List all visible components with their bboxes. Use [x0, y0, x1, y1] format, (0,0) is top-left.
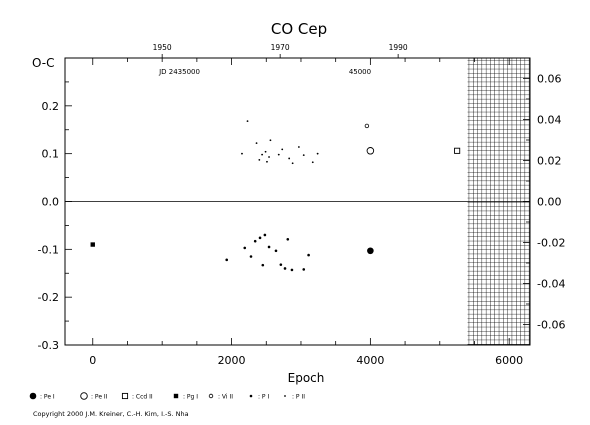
- y-tick-label: -0.1: [38, 243, 59, 256]
- data-point: [307, 253, 310, 257]
- data-point: [241, 152, 243, 155]
- data-point: [243, 246, 247, 250]
- data-point: [258, 236, 262, 240]
- data-point: [283, 267, 287, 270]
- data-point: [264, 150, 267, 153]
- y-right-tick-label: -0.02: [537, 237, 565, 250]
- data-point: [274, 249, 278, 253]
- y-tick-label: 0.0: [42, 196, 60, 209]
- y-tick-label: -0.2: [38, 291, 59, 304]
- data-point: [90, 242, 95, 247]
- legend-marker: [249, 394, 253, 398]
- legend-entry: : Pg I: [183, 394, 198, 401]
- data-point: [286, 237, 290, 241]
- legend-entry: : Pe I: [40, 394, 55, 401]
- data-points: [90, 120, 461, 272]
- y-axis-label: O-C: [32, 56, 55, 70]
- data-point: [316, 152, 319, 155]
- data-point: [297, 146, 300, 148]
- jd-label: 45000: [349, 68, 371, 76]
- y-right-tick-label: 0.06: [537, 73, 562, 86]
- chart-title: CO Cep: [271, 20, 327, 38]
- axis-ticks: 0 2000 4000 6000 1950 1970 1990 JD 2435000 45000…: [38, 43, 566, 367]
- x-tick-label: 6000: [495, 354, 523, 367]
- legend-marker: [208, 393, 214, 399]
- data-point: [258, 158, 261, 161]
- y-right-tick-label: -0.06: [537, 319, 565, 332]
- legend-entry: : Pe II: [91, 394, 108, 401]
- data-point: [366, 147, 375, 155]
- copyright-text: Copyright 2000 J.M. Kreiner, C.-H. Kim, …: [33, 410, 189, 418]
- year-tick-label: 1950: [153, 43, 172, 52]
- y-right-tick-label: 0.04: [537, 114, 562, 127]
- legend-entry: : P I: [258, 394, 269, 401]
- legend-entry: : Ccd II: [132, 394, 153, 401]
- data-point: [364, 123, 370, 129]
- legend-marker: [173, 393, 179, 399]
- data-point: [367, 247, 374, 255]
- legend: : Pe I : Pe II : Ccd II : Pg I : Vi II : P I:…: [29, 392, 305, 401]
- y-right-tick-label: 0.02: [537, 155, 562, 168]
- data-point: [267, 245, 271, 249]
- legend-marker: [284, 395, 286, 397]
- data-point: [268, 156, 270, 158]
- year-tick-label: 1990: [389, 43, 408, 52]
- data-point: [225, 258, 229, 262]
- data-point: [281, 148, 284, 151]
- jd-label: JD 2435000: [158, 68, 200, 76]
- data-point: [249, 255, 253, 258]
- data-point: [261, 153, 264, 156]
- data-point: [311, 161, 314, 164]
- data-point: [288, 157, 291, 160]
- legend-marker: [80, 392, 88, 400]
- legend-entry: : Vi II: [218, 394, 233, 401]
- data-point: [253, 239, 257, 243]
- data-point: [246, 120, 249, 123]
- y-tick-label: 0.1: [42, 148, 60, 161]
- x-tick-label: 0: [89, 354, 96, 367]
- y-right-tick-label: 0.00: [537, 196, 562, 209]
- legend-marker: [121, 392, 129, 400]
- y-right-tick-label: -0.04: [537, 278, 565, 291]
- data-point: [261, 263, 265, 267]
- legend-entry: : P II: [292, 394, 305, 401]
- data-point: [290, 268, 294, 272]
- data-point: [263, 233, 267, 237]
- data-point: [277, 153, 280, 156]
- data-point: [269, 139, 272, 142]
- x-tick-label: 2000: [218, 354, 246, 367]
- y-tick-label: 0.2: [42, 100, 60, 113]
- data-point: [302, 154, 305, 157]
- legend-marker: [29, 392, 37, 400]
- x-tick-label: 4000: [356, 354, 384, 367]
- data-point: [291, 162, 294, 165]
- axes: [64, 57, 531, 346]
- data-point: [302, 268, 306, 271]
- year-tick-label: 1970: [271, 43, 290, 52]
- data-point: [279, 263, 283, 266]
- data-point: [255, 142, 258, 145]
- x-axis-label: Epoch: [288, 371, 325, 385]
- data-point: [266, 160, 268, 163]
- data-point: [454, 147, 461, 154]
- y-tick-label: -0.3: [38, 339, 59, 352]
